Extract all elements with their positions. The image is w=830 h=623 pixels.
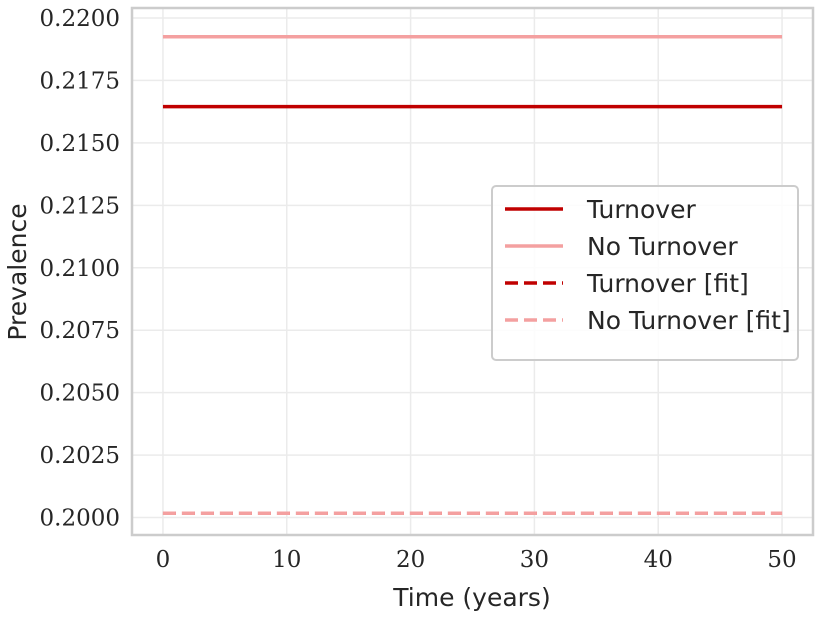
legend-box: [491, 185, 799, 361]
x-tick-label: 50: [767, 547, 796, 573]
legend-label-1: No Turnover: [587, 232, 738, 261]
y-tick-label: 0.2000: [40, 506, 120, 532]
y-tick-label: 0.2050: [40, 381, 120, 407]
plot-frame: [130, 6, 815, 537]
x-tick-label: 40: [644, 547, 673, 573]
y-tick-label: 0.2175: [40, 68, 120, 94]
x-tick-label: 20: [396, 547, 425, 573]
legend: Turnover No Turnover Turnover [fit] No Turn…: [491, 185, 799, 361]
series-lines: [162, 34, 783, 516]
y-tick-label: 0.2150: [40, 131, 120, 157]
legend-label-2: Turnover [fit]: [586, 269, 749, 298]
y-tick-label: 0.2075: [40, 318, 120, 344]
y-tick-label: 0.2100: [40, 256, 120, 282]
y-tick-labels: 0.2000 0.2025 0.2050 0.2075 0.2100 0.2125 0.21…: [40, 6, 120, 532]
y-tick-label: 0.2025: [40, 443, 120, 469]
x-tick-label: 0: [156, 547, 171, 573]
y-axis-label: Prevalence: [3, 203, 32, 340]
x-axis-label: Time (years): [392, 583, 550, 612]
legend-label-0: Turnover: [586, 195, 696, 224]
x-tick-label: 30: [520, 547, 549, 573]
y-tick-label: 0.2200: [40, 6, 120, 32]
x-tick-label: 10: [272, 547, 301, 573]
x-tick-labels: 0 10 20 30 40 50: [156, 547, 797, 573]
legend-label-3: No Turnover [fit]: [587, 306, 791, 335]
y-tick-label: 0.2125: [40, 193, 120, 219]
